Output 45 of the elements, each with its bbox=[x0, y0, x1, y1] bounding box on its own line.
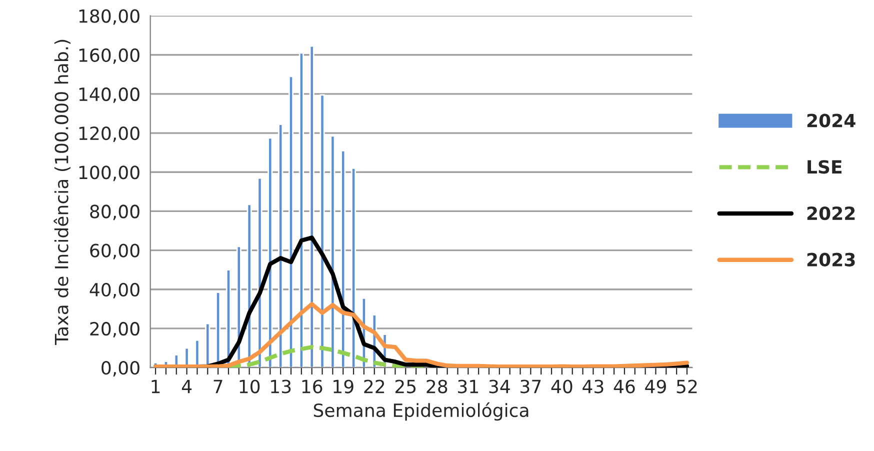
x-tick-label: 19 bbox=[334, 380, 354, 394]
bar bbox=[268, 137, 273, 368]
legend-label: 2024 bbox=[807, 114, 856, 128]
bar bbox=[320, 94, 325, 368]
y-axis-title: Taxa de Incidência (100.000 hab.) bbox=[54, 40, 70, 346]
x-tick-label: 43 bbox=[582, 380, 604, 394]
x-tick-label: 4 bbox=[182, 380, 192, 394]
y-tick-label: 140,00 bbox=[79, 87, 140, 103]
bar bbox=[298, 52, 304, 368]
legend-label: 2023 bbox=[807, 252, 855, 266]
bar bbox=[278, 124, 284, 368]
x-tick-label: 52 bbox=[676, 380, 697, 394]
bar bbox=[340, 150, 346, 368]
x-tick-label: 13 bbox=[271, 380, 291, 394]
x-tick-label: 10 bbox=[240, 380, 260, 394]
y-tick-label: 180,00 bbox=[79, 9, 140, 25]
x-tick-label: 16 bbox=[302, 380, 322, 394]
y-tick-label: 120,00 bbox=[79, 126, 140, 142]
legend-label: LSE bbox=[808, 160, 842, 174]
x-tick-label: 1 bbox=[152, 380, 160, 394]
x-tick-label: 22 bbox=[364, 380, 384, 394]
x-tick-label: 7 bbox=[214, 380, 222, 394]
y-tick-label: 160,00 bbox=[79, 48, 140, 64]
y-tick-label: 80,00 bbox=[90, 204, 140, 220]
y-tick-label: 60,00 bbox=[90, 244, 140, 260]
x-tick-label: 40 bbox=[551, 380, 572, 394]
x-tick-label: 28 bbox=[426, 380, 448, 394]
y-tick-label: 20,00 bbox=[90, 322, 140, 338]
bar bbox=[309, 45, 314, 368]
x-tick-label: 49 bbox=[645, 380, 666, 394]
x-tick-label: 31 bbox=[458, 380, 478, 394]
x-tick-label: 34 bbox=[489, 380, 510, 394]
bar bbox=[288, 76, 294, 368]
y-tick-label: 0,00 bbox=[102, 361, 140, 377]
x-axis-title: Semana Epidemiológica bbox=[314, 402, 528, 421]
x-tick-label: 37 bbox=[520, 380, 541, 394]
bar bbox=[257, 177, 262, 368]
y-tick-label: 40,00 bbox=[90, 282, 140, 298]
bar bbox=[351, 168, 356, 368]
x-tick-label: 46 bbox=[614, 380, 635, 394]
bar bbox=[330, 135, 336, 368]
line-series bbox=[153, 302, 690, 368]
y-tick-label: 100,00 bbox=[79, 166, 140, 182]
legend-label: 2022 bbox=[807, 206, 855, 220]
x-tick-label: 25 bbox=[395, 380, 416, 394]
